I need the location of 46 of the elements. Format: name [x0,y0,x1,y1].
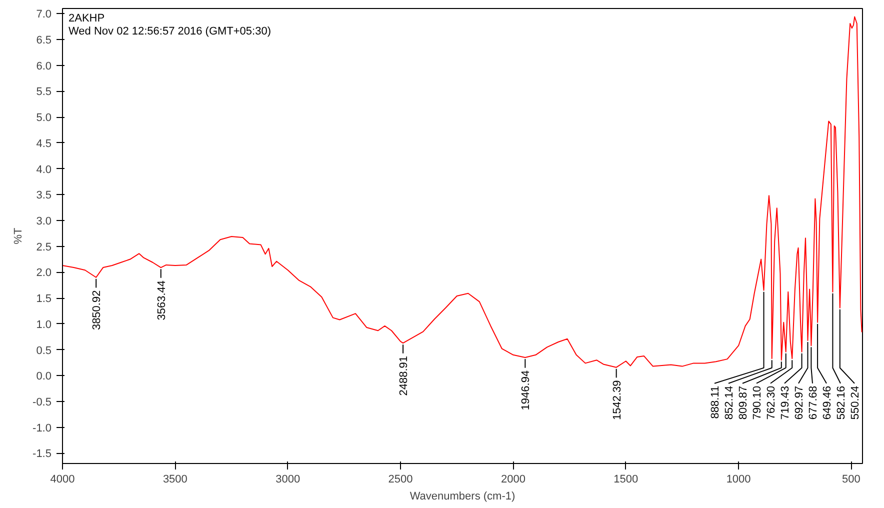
y-tick-label: 6.0 [36,60,52,72]
annotation: 852.14 [724,386,736,420]
y-tick-label: 5.0 [36,112,52,124]
annotation: 790.10 [752,386,764,420]
y-tick-label: 1.0 [36,318,52,331]
y-tick-label: 0.0 [36,370,52,383]
x-tick-label: 3500 [162,474,188,486]
x-tick-label: 3000 [276,474,300,486]
y-tick-label: 0.5 [36,344,52,357]
annotation: 649.46 [822,386,834,420]
x-tick-label: 500 [842,474,860,486]
y-tick-label: 4.5 [36,138,52,150]
x-axis-title: Wavenumbers (cm-1) [410,490,516,502]
y-tick-label: -0.5 [32,396,52,408]
y-tick-label: 6.5 [36,34,52,47]
y-tick-label: 1.5 [36,293,52,306]
annotation: 3850.92 [91,290,104,330]
annotation: 1946.94 [520,370,532,410]
annotation: 3563.44 [156,280,168,320]
annotation: 1542.39 [611,380,624,420]
y-tick-label: 7.0 [36,8,52,21]
annotation: 809.87 [738,386,750,420]
y-tick-label: 2.5 [36,241,52,254]
y-tick-label: 4.0 [36,164,52,176]
x-tick-label: 1000 [726,474,751,486]
y-tick-label: -1.0 [32,422,52,434]
x-tick-label: 4000 [50,474,75,486]
annotation: 582.16 [836,386,848,420]
y-tick-label: 3.0 [36,215,52,228]
y-axis-title: %T [12,227,25,244]
annotation: 762.30 [766,386,778,420]
annotation: 692.97 [794,386,806,420]
annotation: 2488.91 [398,356,410,396]
y-tick-label: 3.5 [36,190,52,202]
y-tick-label: 2.0 [36,267,52,280]
x-tick-label: 2000 [500,474,526,486]
x-tick-label: 1500 [614,474,638,486]
y-tick-label: 5.5 [36,86,52,98]
annotation: Wed Nov 02 12:56:57 2016 (GMT+05:30) [68,26,272,38]
x-tick-label: 2500 [388,474,413,486]
annotation: 550.24 [850,386,862,420]
y-tick-label: -1.5 [32,448,52,460]
annotation: 888.11 [710,386,722,419]
annotation: 2AKHP [68,12,105,24]
annotation: 677.68 [808,386,820,420]
annotation: 719.43 [780,386,792,420]
